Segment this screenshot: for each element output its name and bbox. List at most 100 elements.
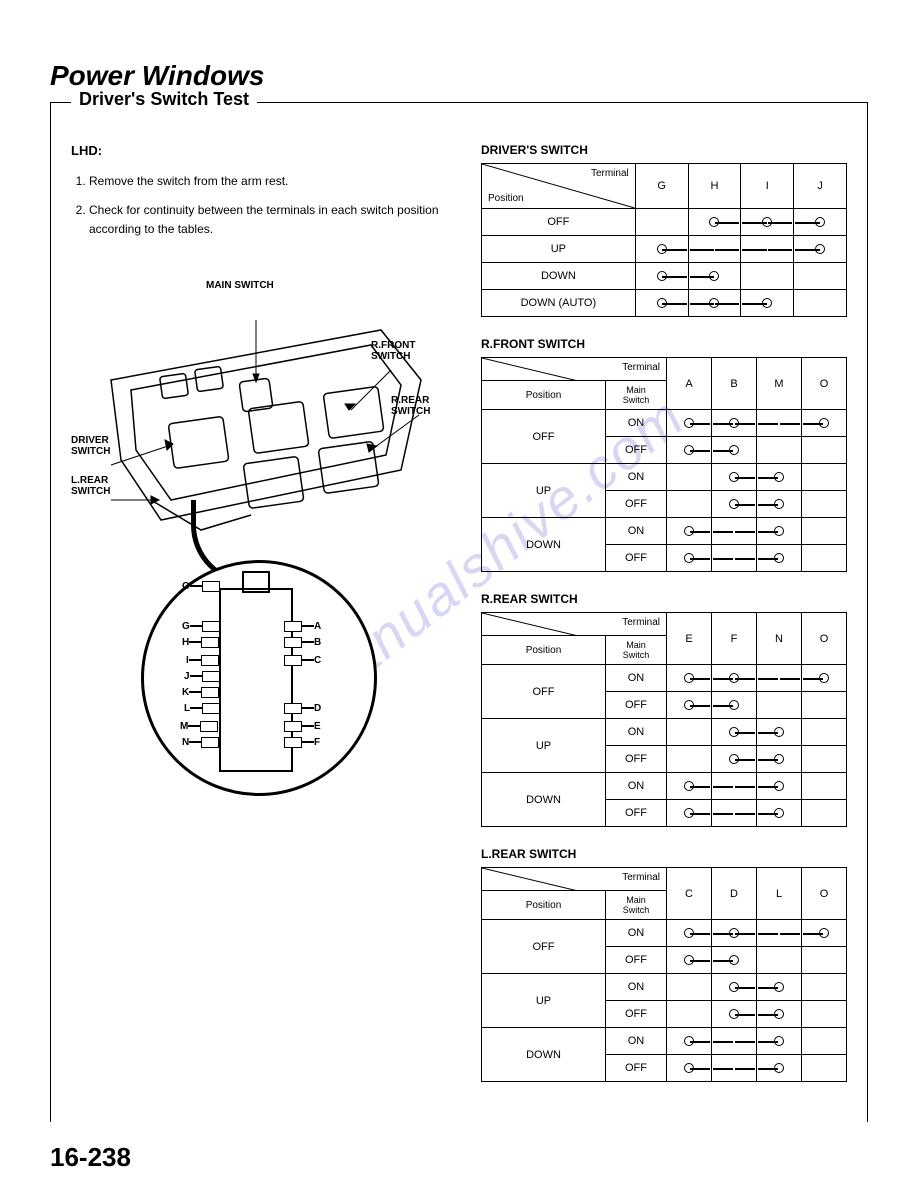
continuity-cell: [688, 263, 741, 290]
continuity-cell: [802, 947, 847, 974]
position-cell: OFF: [482, 920, 606, 974]
continuity-cell: [757, 665, 802, 692]
sub-switch-cell: OFF: [606, 437, 667, 464]
header-main-switch: Main Switch: [606, 381, 667, 410]
section-frame: Driver's Switch Test LHD: Remove the swi…: [50, 102, 868, 1122]
pin-label-A: A: [314, 621, 321, 632]
continuity-cell: [635, 236, 688, 263]
column-header: O: [802, 613, 847, 665]
sub-switch-cell: OFF: [606, 947, 667, 974]
page-number: 16-238: [50, 1142, 868, 1173]
lhd-label: LHD:: [71, 143, 451, 158]
continuity-cell: [802, 464, 847, 491]
continuity-cell: [794, 236, 847, 263]
sub-switch-cell: OFF: [606, 692, 667, 719]
continuity-cell: [667, 920, 712, 947]
column-header: E: [667, 613, 712, 665]
column-header: I: [741, 164, 794, 209]
continuity-cell: [667, 692, 712, 719]
continuity-cell: [712, 1001, 757, 1028]
continuity-cell: [757, 491, 802, 518]
continuity-cell: [712, 437, 757, 464]
continuity-cell: [688, 236, 741, 263]
continuity-cell: [712, 1055, 757, 1082]
position-cell: OFF: [482, 665, 606, 719]
continuity-cell: [802, 1055, 847, 1082]
continuity-cell: [712, 947, 757, 974]
continuity-cell: [802, 920, 847, 947]
continuity-cell: [667, 746, 712, 773]
column-header: J: [794, 164, 847, 209]
continuity-cell: [667, 1001, 712, 1028]
position-cell: OFF: [482, 209, 636, 236]
pin-label-E: E: [314, 721, 321, 732]
left-column: LHD: Remove the switch from the arm rest…: [71, 143, 451, 1102]
continuity-cell: [757, 1055, 802, 1082]
continuity-cell: [757, 692, 802, 719]
continuity-cell: [757, 1001, 802, 1028]
continuity-cell: [802, 491, 847, 518]
continuity-cell: [712, 545, 757, 572]
continuity-cell: [757, 1028, 802, 1055]
position-cell: DOWN: [482, 1028, 606, 1082]
continuity-cell: [712, 773, 757, 800]
continuity-cell: [802, 665, 847, 692]
continuity-cell: [757, 719, 802, 746]
continuity-cell: [712, 974, 757, 1001]
continuity-cell: [712, 665, 757, 692]
continuity-cell: [667, 491, 712, 518]
continuity-cell: [712, 746, 757, 773]
continuity-cell: [667, 437, 712, 464]
sub-switch-cell: ON: [606, 410, 667, 437]
continuity-cell: [635, 209, 688, 236]
pin-label-G: G: [182, 621, 190, 632]
continuity-cell: [757, 800, 802, 827]
sub-switch-cell: ON: [606, 719, 667, 746]
continuity-cell: [802, 773, 847, 800]
table-title: R.FRONT SWITCH: [481, 337, 847, 351]
continuity-cell: [667, 719, 712, 746]
sub-switch-cell: ON: [606, 1028, 667, 1055]
pin-label-F: F: [314, 737, 320, 748]
table-title: L.REAR SWITCH: [481, 847, 847, 861]
continuity-cell: [712, 800, 757, 827]
sub-switch-cell: ON: [606, 920, 667, 947]
continuity-cell: [757, 947, 802, 974]
pin-label-D: D: [314, 703, 321, 714]
continuity-cell: [802, 719, 847, 746]
label-l-rear-switch: L.REAR SWITCH: [71, 475, 110, 497]
continuity-cell: [667, 665, 712, 692]
continuity-cell: [712, 719, 757, 746]
continuity-cell: [802, 1001, 847, 1028]
continuity-cell: [667, 1028, 712, 1055]
continuity-cell: [741, 209, 794, 236]
continuity-cell: [712, 692, 757, 719]
column-header: M: [757, 358, 802, 410]
step-1: Remove the switch from the arm rest.: [89, 172, 451, 191]
column-header: H: [688, 164, 741, 209]
continuity-cell: [794, 209, 847, 236]
sub-switch-cell: ON: [606, 464, 667, 491]
table-title: DRIVER'S SWITCH: [481, 143, 847, 157]
header-terminal: Terminal: [622, 617, 660, 628]
sub-switch-cell: OFF: [606, 1055, 667, 1082]
continuity-cell: [741, 263, 794, 290]
column-header: C: [667, 868, 712, 920]
table-title: R.REAR SWITCH: [481, 592, 847, 606]
sub-switch-cell: OFF: [606, 491, 667, 518]
position-cell: UP: [482, 236, 636, 263]
pin-label-C: C: [314, 655, 321, 666]
continuity-cell: [802, 410, 847, 437]
continuity-table: TerminalEFNOPositionMain SwitchOFFONOFFU…: [481, 612, 847, 827]
sub-switch-cell: OFF: [606, 1001, 667, 1028]
header-terminal: Terminal: [622, 872, 660, 883]
pin-label-H: H: [182, 637, 189, 648]
pin-label-B: B: [314, 637, 321, 648]
continuity-cell: [667, 947, 712, 974]
continuity-cell: [688, 209, 741, 236]
column-header: O: [802, 358, 847, 410]
continuity-cell: [741, 290, 794, 317]
continuity-cell: [712, 464, 757, 491]
continuity-cell: [802, 518, 847, 545]
connector-detail: O G H I J K L M N A B C D E: [141, 560, 377, 796]
